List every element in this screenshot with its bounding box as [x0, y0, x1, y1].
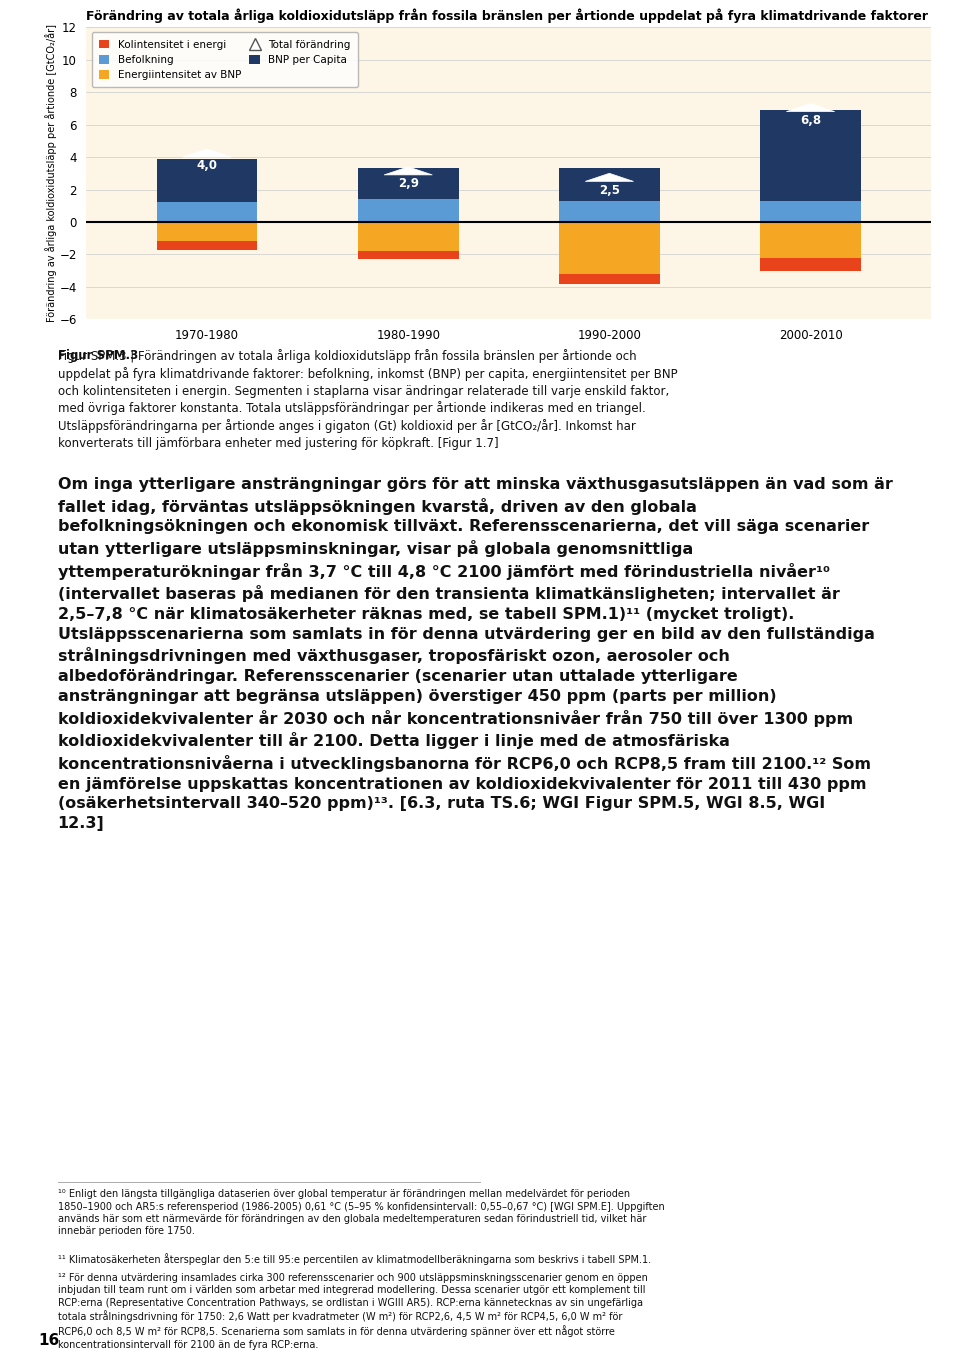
Polygon shape — [786, 103, 834, 111]
Text: Figur SPM.3: Figur SPM.3 — [58, 349, 138, 363]
Bar — [307, 27, 509, 319]
Polygon shape — [384, 167, 432, 175]
Bar — [559, 222, 660, 275]
Bar — [559, 275, 660, 284]
Polygon shape — [183, 149, 231, 158]
Bar — [107, 27, 307, 319]
Bar — [358, 200, 459, 222]
Bar — [156, 242, 257, 250]
Text: 6,8: 6,8 — [800, 114, 821, 126]
Y-axis label: Förändring av årliga koldioxidutsläpp per årtionde [GtCO₂/år]: Förändring av årliga koldioxidutsläpp pe… — [44, 24, 57, 322]
Bar — [156, 202, 257, 222]
Legend: Kolintensitet i energi, Befolkning, Energiintensitet av BNP, Total förändring, B: Kolintensitet i energi, Befolkning, Ener… — [91, 33, 358, 87]
Text: Förändring av totala årliga koldioxidutsläpp från fossila bränslen per årtionde : Förändring av totala årliga koldioxiduts… — [86, 8, 928, 23]
Bar — [358, 222, 459, 251]
Bar — [358, 169, 459, 200]
Text: Figur SPM.3 | Förändringen av totala årliga koldioxidutsläpp från fossila bränsl: Figur SPM.3 | Förändringen av totala årl… — [58, 349, 677, 450]
Text: 2,9: 2,9 — [397, 177, 419, 190]
Bar — [559, 201, 660, 222]
Bar — [559, 169, 660, 201]
Bar — [156, 222, 257, 242]
Bar — [760, 222, 861, 270]
Bar — [710, 27, 911, 319]
Text: ¹¹ Klimatosäkerheten återspeglar den 5:e till 95:e percentilen av klimatmodellbe: ¹¹ Klimatosäkerheten återspeglar den 5:e… — [58, 1253, 651, 1265]
Bar — [358, 251, 459, 260]
Bar — [509, 27, 710, 319]
Bar — [156, 159, 257, 202]
Polygon shape — [586, 174, 634, 181]
Bar — [760, 258, 861, 270]
Text: Om inga ytterligare ansträngningar görs för att minska växthusgasutsläppen än va: Om inga ytterligare ansträngningar görs … — [58, 477, 893, 832]
Bar — [760, 110, 861, 201]
Bar — [760, 201, 861, 222]
Text: ¹⁰ Enligt den längsta tillgängliga dataserien över global temperatur är förändri: ¹⁰ Enligt den längsta tillgängliga datas… — [58, 1189, 664, 1237]
Text: 2,5: 2,5 — [599, 183, 620, 197]
Text: ¹² För denna utvärdering insamlades cirka 300 referensscenarier och 900 utsläpps: ¹² För denna utvärdering insamlades cirk… — [58, 1273, 647, 1349]
Text: 4,0: 4,0 — [197, 159, 218, 173]
Text: 16: 16 — [38, 1333, 60, 1348]
